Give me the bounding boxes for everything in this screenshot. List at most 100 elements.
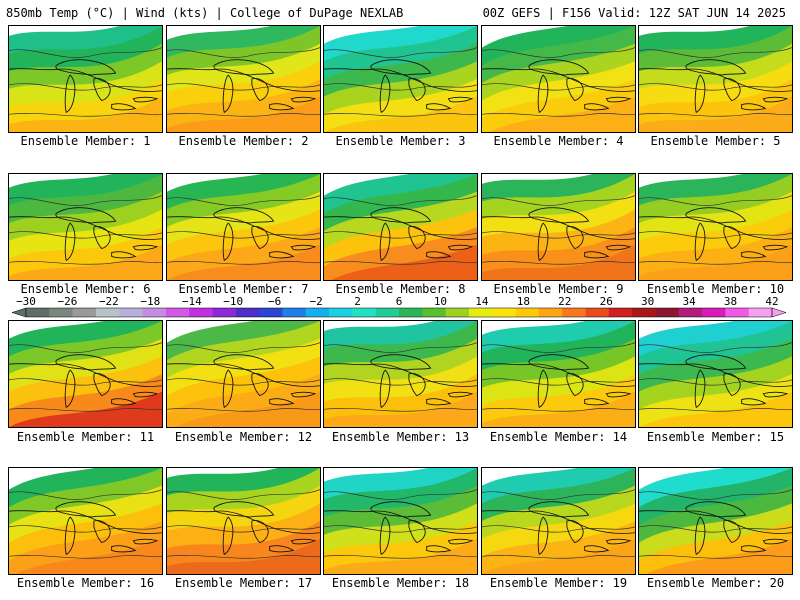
great-lake-outline [605, 244, 632, 251]
ensemble-member-label: Ensemble Member: 11 [16, 430, 155, 444]
colorbar-segment [235, 308, 260, 317]
great-lake-outline [723, 373, 741, 397]
colorbar-left-arrow [11, 307, 27, 318]
temperature-field-map [324, 26, 477, 132]
great-lake-outline [741, 398, 767, 406]
height-contour [324, 231, 477, 239]
height-contour [639, 47, 792, 58]
great-lake-outline [447, 391, 474, 398]
temperature-field-map [639, 174, 792, 280]
temperature-band [639, 96, 792, 132]
great-lake-outline [566, 226, 584, 250]
colorbar-segment [492, 308, 517, 317]
great-lake-outline [528, 501, 590, 518]
great-lake-outline [426, 545, 452, 553]
temperature-field-map [167, 174, 320, 280]
great-lake-outline [269, 103, 295, 111]
temperature-band [324, 538, 477, 574]
height-contour [639, 261, 792, 265]
temperature-field-map [167, 26, 320, 132]
great-lake-outline [213, 59, 275, 76]
great-lake-outline [694, 516, 706, 556]
ensemble-map-panel [8, 173, 163, 281]
colorbar-segment [515, 308, 540, 317]
temperature-band [482, 391, 635, 427]
colorbar-segment [165, 308, 190, 317]
great-lake-outline [762, 538, 789, 545]
great-lake-outline [426, 251, 452, 259]
temperature-band [324, 96, 477, 132]
ensemble-map-panel [638, 320, 793, 428]
height-contour [639, 525, 792, 533]
ensemble-map-panel [8, 25, 163, 133]
great-lake-outline [685, 354, 747, 371]
colorbar-segment [119, 308, 144, 317]
colorbar-tick-label: 2 [354, 295, 361, 308]
great-lake-outline [694, 74, 706, 114]
height-contour [639, 231, 792, 239]
ensemble-member-label: Ensemble Member: 12 [174, 430, 313, 444]
great-lake-outline [605, 538, 632, 545]
height-contour [9, 408, 162, 412]
colorbar-segment [399, 308, 423, 317]
height-contour [324, 342, 477, 353]
great-lake-outline [290, 391, 317, 398]
height-contour [167, 195, 320, 206]
ensemble-member-label: Ensemble Member: 20 [646, 576, 785, 590]
temperature-band [9, 96, 162, 132]
colorbar-segment [422, 308, 447, 317]
temperature-band [482, 244, 635, 280]
colorbar-segment [49, 308, 74, 317]
great-lake-outline [741, 251, 767, 259]
great-lake-outline [537, 516, 549, 556]
height-contour [482, 408, 635, 412]
great-lake-outline [251, 373, 269, 397]
height-contour [9, 195, 162, 206]
ensemble-map-panel [323, 25, 478, 133]
colorbar-segment [352, 308, 377, 317]
height-contour [324, 525, 477, 533]
colorbar-tick-label: −10 [223, 295, 243, 308]
great-lake-outline [132, 538, 159, 545]
great-lake-outline [566, 78, 584, 102]
colorbar-tick-label: 30 [641, 295, 654, 308]
colorbar-tick-label: −26 [58, 295, 78, 308]
colorbar-tick-label: 14 [475, 295, 489, 308]
great-lake-outline [269, 398, 295, 406]
height-contour [167, 47, 320, 58]
great-lake-outline [379, 369, 391, 409]
height-contour [639, 113, 792, 117]
colorbar-segment [702, 308, 726, 317]
great-lake-outline [723, 226, 741, 250]
ensemble-map-panel [638, 173, 793, 281]
great-lake-outline [694, 222, 706, 262]
colorbar-segment [142, 308, 167, 317]
great-lake-outline [408, 373, 426, 397]
height-contour [9, 83, 162, 91]
great-lake-outline [55, 501, 117, 518]
great-lake-outline [685, 501, 747, 518]
temperature-band [324, 391, 477, 427]
ensemble-map-panel [166, 25, 321, 133]
great-lake-outline [723, 78, 741, 102]
great-lake-outline [251, 78, 269, 102]
great-lake-outline [64, 74, 76, 114]
temperature-band [482, 538, 635, 574]
height-contour [482, 83, 635, 91]
ensemble-map-panel [323, 320, 478, 428]
colorbar-tick-label: 18 [517, 295, 530, 308]
height-contour [482, 113, 635, 117]
height-contour [482, 342, 635, 353]
colorbar-segment [445, 308, 470, 317]
great-lake-outline [408, 78, 426, 102]
height-contour [324, 489, 477, 500]
colorbar-segment [725, 308, 750, 317]
temperature-field-map [639, 468, 792, 574]
temperature-band [331, 244, 477, 280]
great-lake-outline [93, 520, 111, 544]
temperature-field-map [482, 468, 635, 574]
ensemble-member-label: Ensemble Member: 10 [646, 282, 785, 296]
great-lake-outline [222, 222, 234, 262]
great-lake-outline [222, 516, 234, 556]
great-lake-outline [762, 96, 789, 103]
